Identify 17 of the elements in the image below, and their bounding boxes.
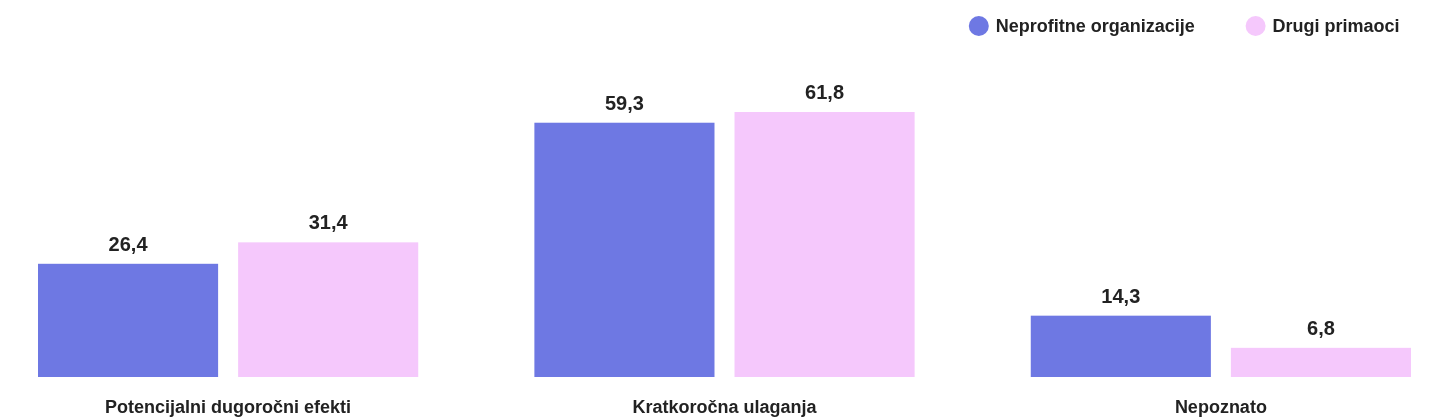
- bar: [534, 122, 715, 377]
- data-label: 61,8: [805, 81, 845, 103]
- data-label: 26,4: [108, 232, 149, 255]
- bar: [238, 242, 419, 377]
- bar: [1030, 315, 1211, 377]
- x-tick-label: Kratkoročna ulaganja: [632, 397, 818, 417]
- bar: [1230, 347, 1411, 377]
- data-label: 31,4: [308, 211, 349, 234]
- x-tick-label: Potencijalni dugoročni efekti: [105, 397, 352, 417]
- data-label: 14,3: [1101, 284, 1141, 307]
- data-label: 6,8: [1307, 316, 1335, 339]
- bar: [38, 263, 219, 377]
- legend-label: Drugi primaoci: [1272, 16, 1400, 36]
- bar: [734, 112, 915, 377]
- x-tick-label: Nepoznato: [1174, 397, 1267, 417]
- data-label: 59,3: [604, 91, 644, 114]
- legend-label: Neprofitne organizacije: [995, 16, 1195, 36]
